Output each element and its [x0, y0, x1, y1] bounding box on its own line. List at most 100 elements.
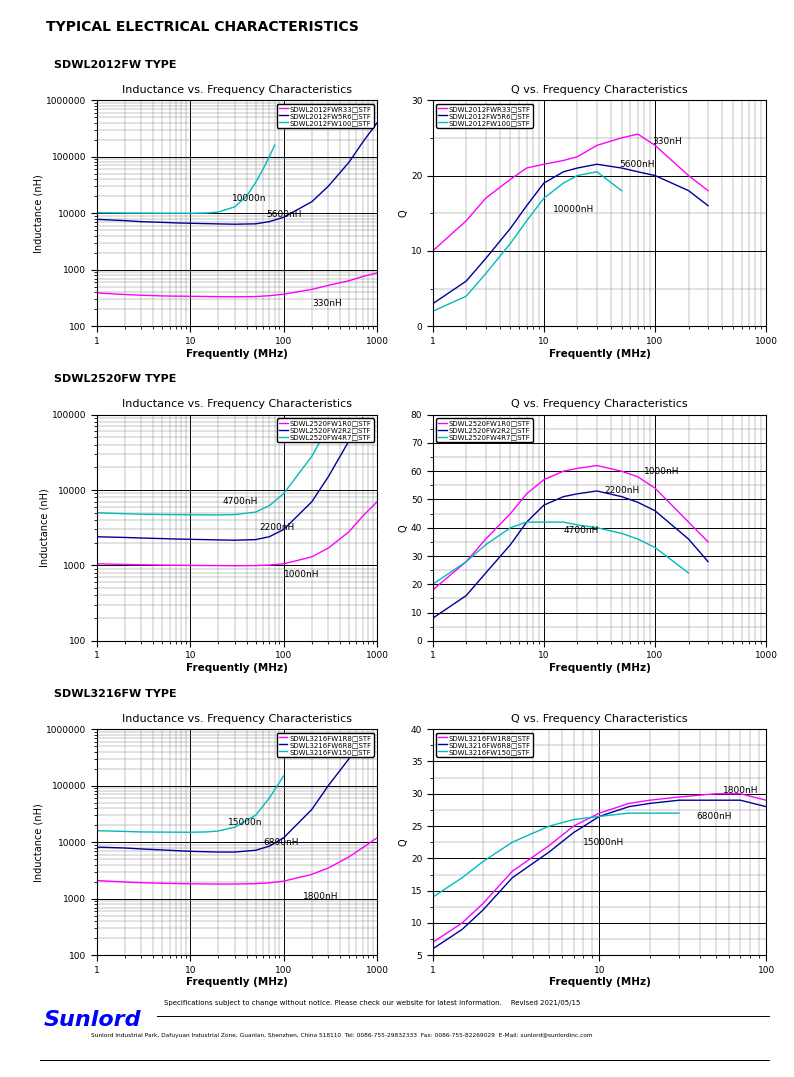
SDWL2012FW5R6□STF: [592, 158, 602, 171]
Text: SDWL2520FW TYPE: SDWL2520FW TYPE: [54, 374, 177, 384]
SDWL2520FW2R2□STF: [592, 485, 602, 498]
Legend: SDWL2520FW1R0□STF, SDWL2520FW2R2□STF, SDWL2520FW4R7□STF: SDWL2520FW1R0□STF, SDWL2520FW2R2□STF, SD…: [436, 418, 533, 443]
SDWL2520FW1R0□STF: [633, 471, 642, 484]
X-axis label: Frequently (MHz): Frequently (MHz): [186, 349, 288, 359]
SDWL2012FW5R6□STF: [323, 180, 333, 193]
SDWL2520FW2R2□STF: [264, 530, 274, 543]
Legend: SDWL2520FW1R0□STF, SDWL2520FW2R2□STF, SDWL2520FW4R7□STF: SDWL2520FW1R0□STF, SDWL2520FW2R2□STF, SD…: [277, 418, 374, 443]
SDWL2520FW2R2□STF: [617, 490, 626, 503]
SDWL3216FW6R8□STF: [230, 845, 240, 858]
Line: SDWL3216FW1R8□STF: SDWL3216FW1R8□STF: [433, 794, 766, 942]
SDWL2012FW100□STF: [572, 169, 582, 182]
SDWL2012FW5R6□STF: [650, 169, 660, 182]
SDWL2012FW5R6□STF: [572, 162, 582, 174]
SDWL3216FW1R8□STF: [120, 876, 129, 889]
Line: SDWL2012FWR33□STF: SDWL2012FWR33□STF: [97, 272, 377, 297]
SDWL2012FW5R6□STF: [684, 184, 693, 197]
SDWL2520FW4R7□STF: [264, 500, 274, 513]
SDWL2012FWR33□STF: [481, 192, 491, 205]
SDWL3216FW6R8□STF: [624, 800, 634, 813]
SDWL3216FW150□STF: [230, 821, 240, 834]
SDWL3216FW1R8□STF: [251, 877, 260, 890]
SDWL2012FWR33□STF: [559, 154, 569, 167]
SDWL2012FW100□STF: [214, 206, 223, 219]
Text: 5600nH: 5600nH: [266, 210, 302, 219]
SDWL2012FW5R6□STF: [358, 136, 368, 149]
SDWL3216FW1R8□STF: [279, 875, 288, 887]
SDWL2520FW4R7□STF: [92, 506, 102, 519]
SDWL2012FW5R6□STF: [92, 213, 102, 226]
SDWL2012FW5R6□STF: [633, 166, 642, 179]
SDWL3216FW6R8□STF: [428, 942, 437, 955]
SDWL3216FW1R8□STF: [137, 877, 146, 890]
SDWL2520FW4R7□STF: [251, 505, 260, 518]
SDWL2012FW100□STF: [242, 190, 252, 202]
SDWL2012FWR33□STF: [345, 275, 354, 288]
SDWL3216FW1R8□STF: [457, 917, 467, 929]
Line: SDWL2520FW1R0□STF: SDWL2520FW1R0□STF: [433, 465, 708, 590]
SDWL2520FW2R2□STF: [684, 533, 693, 545]
Line: SDWL3216FW1R8□STF: SDWL3216FW1R8□STF: [97, 838, 377, 884]
SDWL3216FW150□STF: [478, 855, 488, 868]
SDWL2520FW2R2□STF: [345, 434, 354, 447]
SDWL2012FW100□STF: [230, 200, 240, 213]
SDWL3216FW1R8□STF: [307, 868, 317, 881]
SDWL2012FW5R6□STF: [307, 195, 317, 208]
Line: SDWL2520FW2R2□STF: SDWL2520FW2R2□STF: [433, 491, 708, 618]
SDWL2012FWR33□STF: [230, 291, 240, 304]
SDWL3216FW150□STF: [595, 810, 604, 823]
SDWL2520FW2R2□STF: [279, 523, 288, 536]
SDWL2520FW4R7□STF: [279, 487, 288, 500]
SDWL2012FW5R6□STF: [539, 177, 549, 190]
SDWL2520FW1R0□STF: [157, 559, 167, 572]
SDWL3216FW1R8□STF: [595, 807, 604, 820]
Line: SDWL3216FW6R8□STF: SDWL3216FW6R8□STF: [97, 758, 349, 852]
Line: SDWL3216FW150□STF: SDWL3216FW150□STF: [433, 813, 679, 897]
SDWL2012FW100□STF: [264, 151, 274, 164]
SDWL2520FW4R7□STF: [186, 508, 195, 521]
SDWL2520FW1R0□STF: [120, 558, 129, 571]
SDWL2012FW100□STF: [506, 237, 515, 250]
SDWL2520FW1R0□STF: [559, 465, 569, 478]
Line: SDWL2012FW5R6□STF: SDWL2012FW5R6□STF: [97, 123, 377, 224]
SDWL3216FW150□STF: [171, 826, 180, 839]
SDWL2520FW2R2□STF: [633, 495, 642, 508]
SDWL3216FW6R8□STF: [735, 794, 745, 807]
Text: 10000nH: 10000nH: [553, 205, 594, 214]
Line: SDWL2520FW4R7□STF: SDWL2520FW4R7□STF: [433, 522, 688, 584]
Text: 2200nH: 2200nH: [260, 522, 295, 532]
SDWL3216FW6R8□STF: [507, 871, 517, 884]
SDWL3216FW150□STF: [92, 824, 102, 837]
SDWL2012FW5R6□STF: [481, 252, 491, 265]
SDWL2012FWR33□STF: [186, 290, 195, 303]
SDWL2520FW4R7□STF: [617, 527, 626, 540]
Text: 4700nH: 4700nH: [222, 498, 258, 506]
SDWL2012FW5R6□STF: [559, 166, 569, 179]
SDWL2520FW1R0□STF: [703, 535, 713, 548]
SDWL2520FW2R2□STF: [703, 556, 713, 569]
SDWL2520FW2R2□STF: [481, 567, 491, 579]
SDWL3216FW150□STF: [202, 825, 211, 838]
SDWL2520FW4R7□STF: [506, 521, 515, 534]
SDWL3216FW1R8□STF: [157, 877, 167, 890]
SDWL3216FW1R8□STF: [428, 936, 437, 949]
SDWL3216FW150□STF: [674, 807, 684, 820]
SDWL2012FW5R6□STF: [345, 156, 354, 169]
SDWL3216FW6R8□STF: [171, 844, 180, 857]
SDWL2520FW4R7□STF: [522, 516, 531, 529]
Text: Inductance vs. Frequency Characteristics: Inductance vs. Frequency Characteristics: [122, 400, 352, 409]
Text: 330nH: 330nH: [312, 298, 341, 308]
SDWL3216FW150□STF: [545, 820, 554, 833]
SDWL2012FW100□STF: [157, 207, 167, 220]
SDWL2012FW5R6□STF: [522, 199, 531, 212]
Legend: SDWL3216FW1R8□STF, SDWL3216FW6R8□STF, SDWL3216FW150□STF: SDWL3216FW1R8□STF, SDWL3216FW6R8□STF, SD…: [277, 732, 374, 757]
Line: SDWL2520FW2R2□STF: SDWL2520FW2R2□STF: [97, 418, 363, 541]
Y-axis label: Q: Q: [398, 523, 408, 532]
SDWL2012FWR33□STF: [214, 290, 223, 303]
SDWL2520FW2R2□STF: [214, 533, 223, 546]
SDWL2012FW100□STF: [559, 177, 569, 190]
SDWL2520FW2R2□STF: [120, 531, 129, 544]
SDWL3216FW6R8□STF: [279, 831, 288, 844]
SDWL2012FWR33□STF: [684, 169, 693, 182]
SDWL3216FW1R8□STF: [323, 862, 333, 875]
